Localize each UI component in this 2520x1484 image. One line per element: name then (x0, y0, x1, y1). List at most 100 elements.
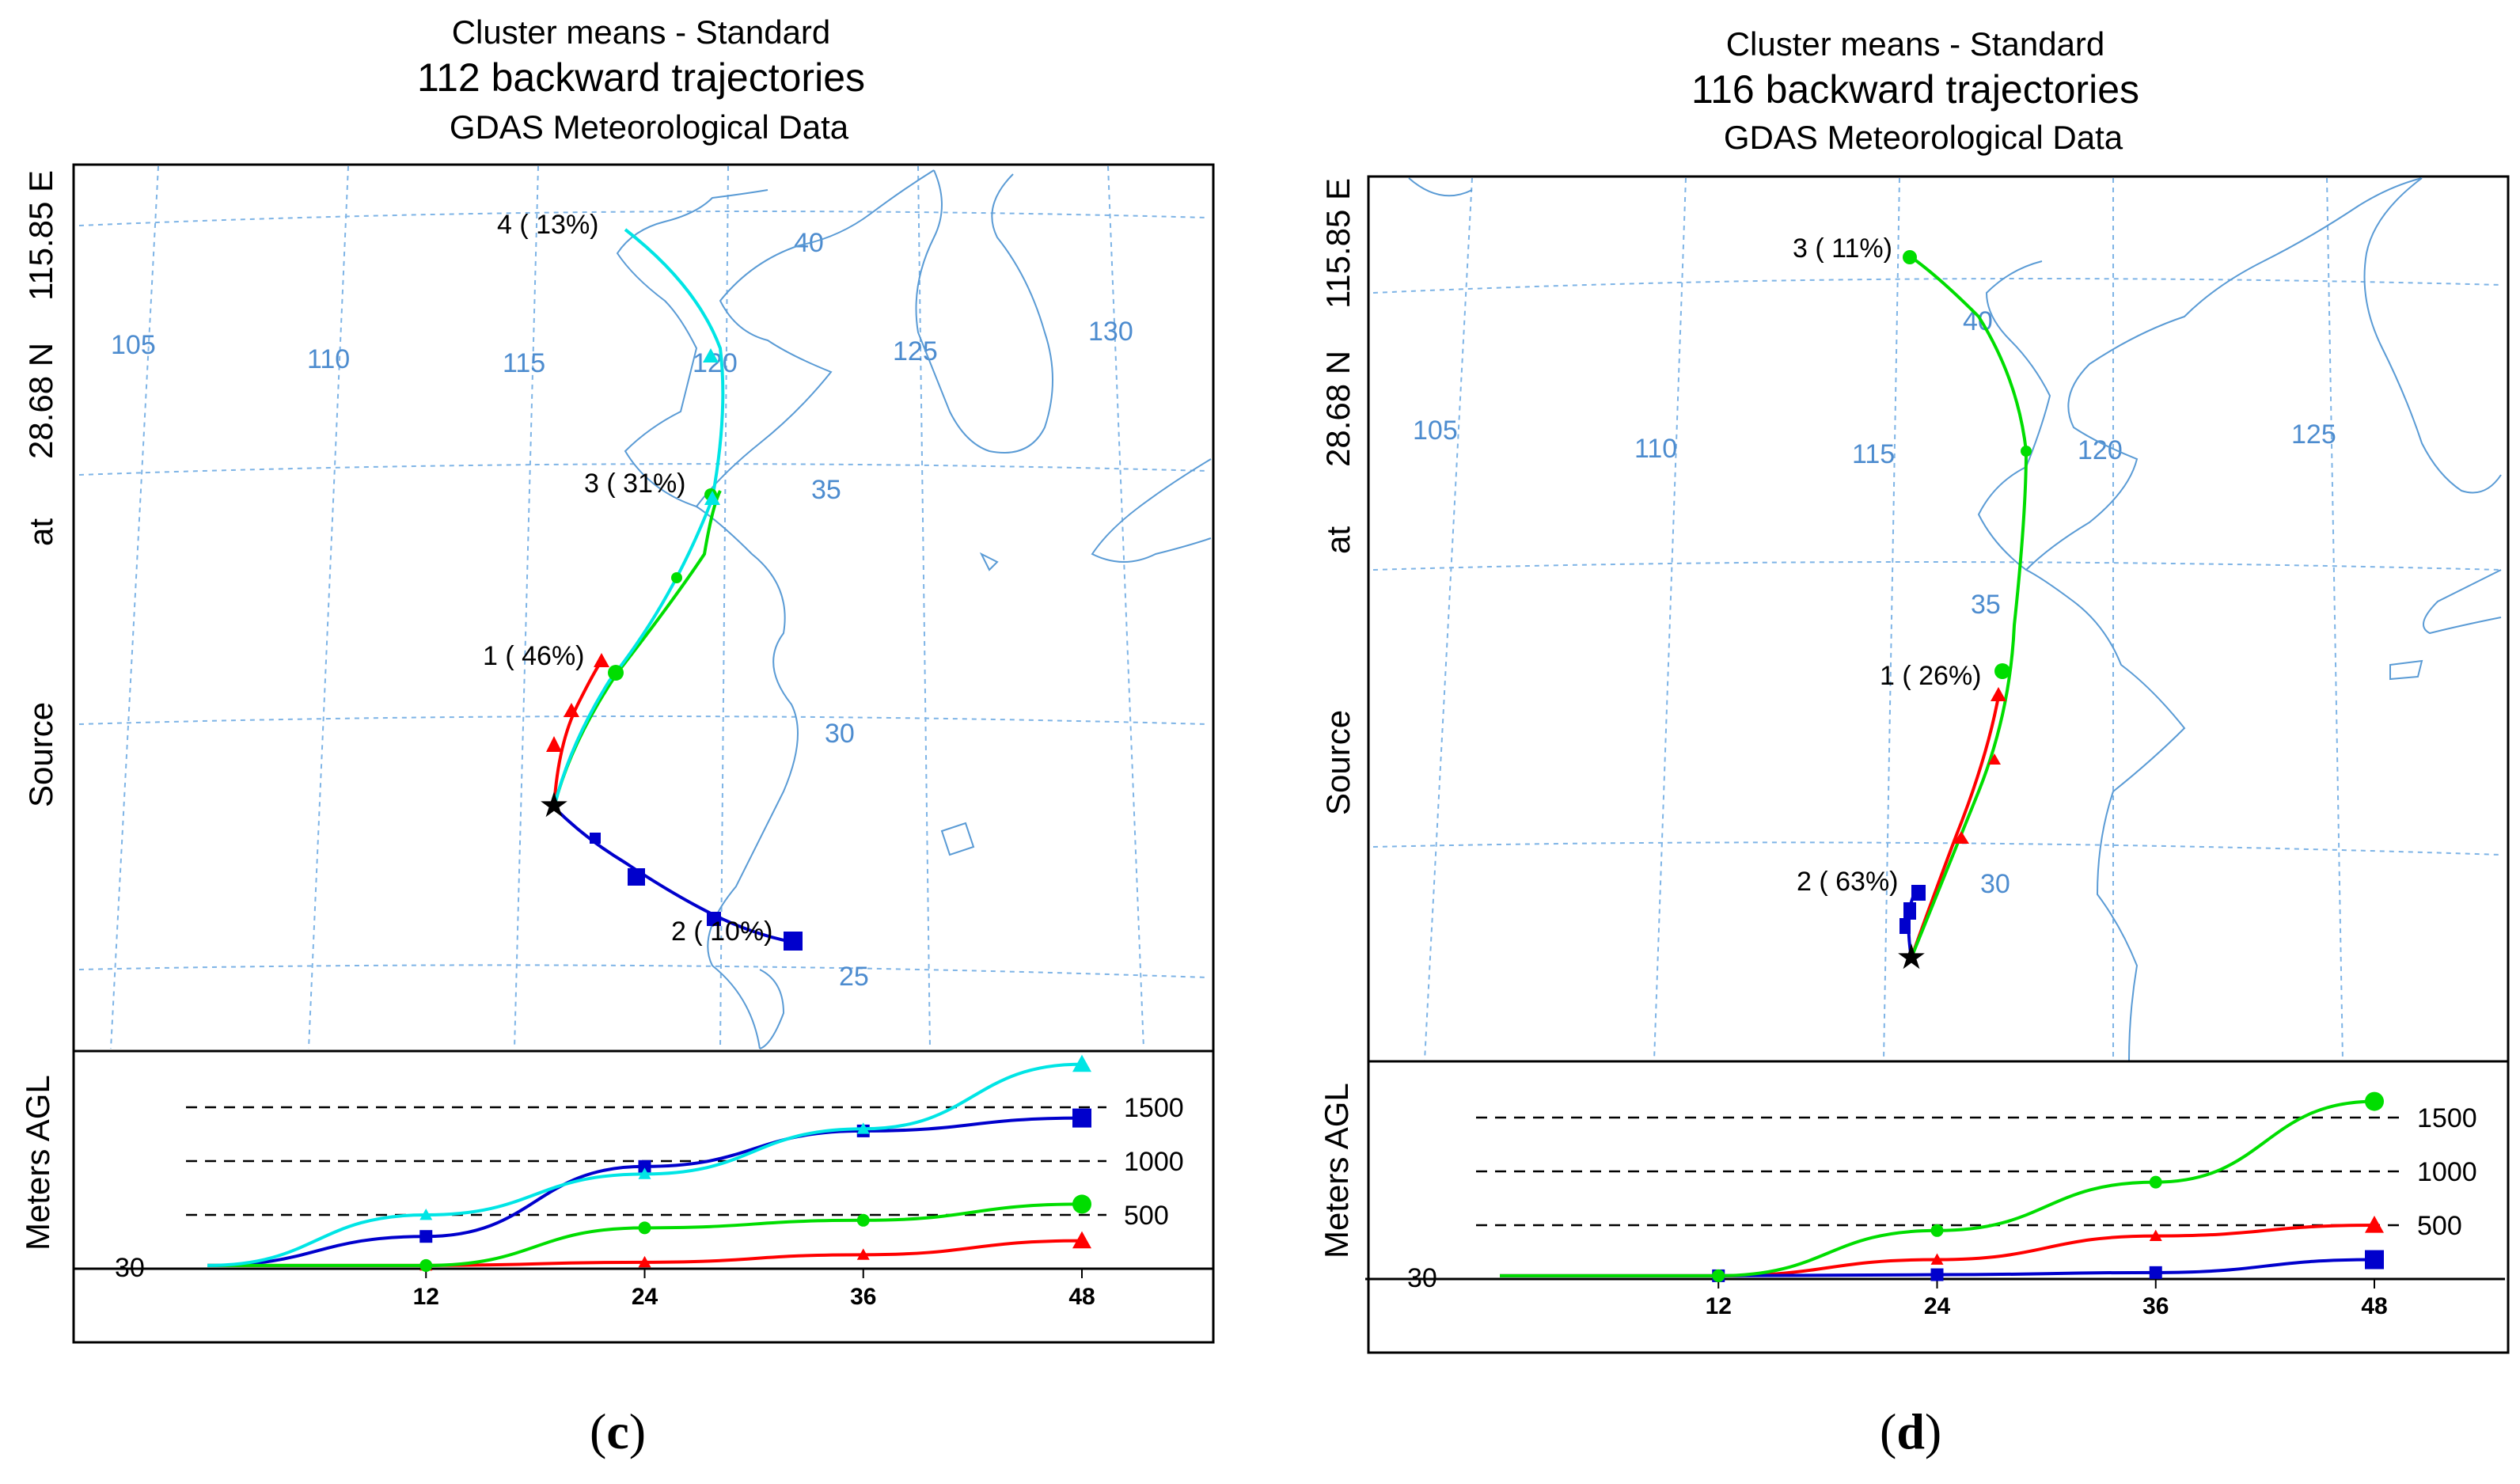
panel-d-xtick-12: 12 (1706, 1293, 1732, 1319)
panel-d-trajectories (1907, 256, 2029, 958)
panel-d-height-frame (1367, 1060, 2510, 1354)
panel-c-traj-4 (552, 228, 725, 808)
panel-d-lon-115: 115 (1852, 439, 1895, 469)
panel-d-map-frame (1367, 175, 2510, 1063)
panel-d-lat-30: 30 (1980, 869, 2010, 899)
panel-c-title: Cluster means - Standard (452, 13, 831, 51)
panel-c-height-series-2 (207, 1116, 1083, 1267)
panel-c-lat-35: 35 (811, 475, 841, 505)
panel-c-traj-2-marker (707, 912, 721, 926)
panel-c-cluster-2-label: 2 ( 10%) (671, 917, 773, 947)
panel-c-lon-120: 120 (693, 348, 738, 378)
panel-d-traj-3-marker (1903, 250, 1917, 264)
panel-c-xtick-36: 36 (850, 1284, 876, 1310)
panel-c-traj-3-marker (608, 665, 624, 681)
panel-c-height-point-4 (638, 1167, 651, 1179)
panel-d-level-label-500: 500 (2417, 1211, 2462, 1241)
panel-c-lon-105: 105 (111, 330, 156, 360)
panel-d-traj-1-marker (1991, 687, 2006, 701)
panel-c-letter-label: (c) (590, 1403, 646, 1459)
panel-c-source-label: Source (22, 702, 59, 807)
panel-d-title: Cluster means - Standard (1726, 25, 2105, 63)
panel-c-coastline (616, 169, 1212, 1049)
panel-d-traj-1 (1910, 696, 2000, 958)
panel-c-cluster-3-label: 3 ( 31%) (584, 469, 686, 499)
panel-d-height-point-1 (2149, 1229, 2162, 1241)
panel-d-height-ylabel-wrap: Meters AGL (1318, 1083, 1355, 1258)
panel-c-at-label: at (22, 518, 59, 546)
panel-d-source-label: Source (1319, 710, 1357, 815)
panel-c: Cluster means - Standard 112 backward tr… (19, 13, 1215, 1459)
panel-c-cluster-4-label: 4 ( 13%) (497, 210, 599, 240)
panel-c-traj-1-marker (546, 736, 562, 752)
panel-c-traj-4-marker (703, 348, 719, 362)
panel-d-height-ylabel: Meters AGL (1318, 1083, 1355, 1258)
panel-c-xtick-24: 24 (632, 1284, 658, 1310)
panel-d: Cluster means - Standard 116 backward tr… (1318, 25, 2510, 1459)
panel-d-traj-1-marker (1988, 753, 2001, 765)
panel-c-traj-1-marker (594, 653, 609, 667)
panel-c-traj-2-marker (628, 868, 645, 886)
panel-c-height-point-4 (1072, 1054, 1091, 1072)
panel-d-traj-1-marker (1953, 831, 1969, 844)
panel-c-height-point-4 (419, 1209, 433, 1220)
panel-c-lat-label: 28.68 N (22, 343, 59, 459)
panel-c-height-point-4 (856, 1122, 870, 1134)
panel-d-height-point-3 (2149, 1175, 2162, 1189)
panel-d-traj-2-marker (1899, 918, 1911, 934)
panel-d-source-location: Source at 28.68 N 115.85 E (1319, 178, 1357, 815)
panel-c-graticule (78, 165, 1208, 1049)
panel-d-height-point-2 (2149, 1266, 2162, 1279)
panel-c-height-point-2 (638, 1159, 651, 1173)
panel-d-traj-2-marker (1911, 885, 1926, 901)
panel-c-height-point-1 (638, 1255, 651, 1268)
panel-d-lat-35: 35 (1971, 590, 2001, 620)
panel-c-height-point-1 (856, 1248, 870, 1260)
panel-d-traj-3-marker (2021, 446, 2032, 457)
panel-c-height-point-2 (1072, 1108, 1091, 1128)
panel-c-lon-110: 110 (307, 344, 350, 374)
panel-d-xtick-48: 48 (2361, 1293, 2387, 1319)
panel-c-height-point-3 (419, 1258, 433, 1272)
panel-c-traj-2-marker (784, 932, 803, 951)
panel-d-xtick-36: 36 (2142, 1293, 2169, 1319)
panel-d-at-label: at (1319, 526, 1357, 554)
panel-c-lat-25: 25 (839, 962, 869, 992)
panel-d-origin-star-icon: ★ (1896, 938, 1926, 977)
panel-c-subtitle: 112 backward trajectories (417, 55, 865, 100)
panel-c-xtick-48: 48 (1068, 1284, 1095, 1310)
panel-d-height-plot: 30 1500 1000 500 12 24 36 48 (1365, 1091, 2505, 1319)
panel-d-subtitle: 116 backward trajectories (1691, 67, 2139, 112)
panel-c-height-point-3 (856, 1213, 870, 1227)
panel-c-cluster-1-label: 1 ( 46%) (483, 641, 585, 671)
panel-d-cluster-1-label: 1 ( 26%) (1880, 661, 1982, 691)
panel-c-lon-115: 115 (503, 348, 545, 378)
panel-d-traj-3 (1910, 256, 2029, 958)
panel-c-data-source: GDAS Meteorological Data (450, 108, 849, 146)
panel-d-level-label-1500: 1500 (2417, 1103, 2477, 1133)
panel-c-lon-label: 115.85 E (22, 170, 59, 301)
panel-c-xtick-12: 12 (413, 1284, 439, 1310)
panel-c-origin-star-icon: ★ (538, 786, 569, 825)
panel-d-xtick-24: 24 (1924, 1293, 1951, 1319)
panel-c-height-base-label: 30 (115, 1253, 145, 1283)
panel-d-height-series-3 (1500, 1099, 2375, 1277)
panel-d-lon-label: 115.85 E (1319, 178, 1357, 309)
panel-c-height-ylabel-wrap: Meters AGL (19, 1075, 56, 1251)
panel-d-lon-110: 110 (1634, 434, 1677, 464)
panel-d-data-source: GDAS Meteorological Data (1724, 119, 2123, 156)
panel-d-height-point-3 (1930, 1224, 1944, 1237)
panel-d-traj-2-marker (1903, 902, 1916, 920)
panel-c-height-point-3 (638, 1221, 651, 1235)
panel-c-height-point-3 (1072, 1194, 1091, 1214)
panel-d-height-point-1 (2365, 1216, 2384, 1233)
panel-d-height-point-3 (2365, 1091, 2384, 1111)
panel-c-height-point-1 (1072, 1231, 1091, 1249)
panel-d-markers: ★ (1896, 250, 2032, 977)
panel-d-cluster-2-label: 2 ( 63%) (1797, 867, 1899, 897)
panel-c-traj-1-marker (564, 703, 579, 717)
panel-d-cluster-3-label: 3 ( 11%) (1793, 233, 1892, 264)
panel-d-level-label-1000: 1000 (2417, 1157, 2477, 1187)
panel-c-markers: ★ (538, 348, 803, 951)
